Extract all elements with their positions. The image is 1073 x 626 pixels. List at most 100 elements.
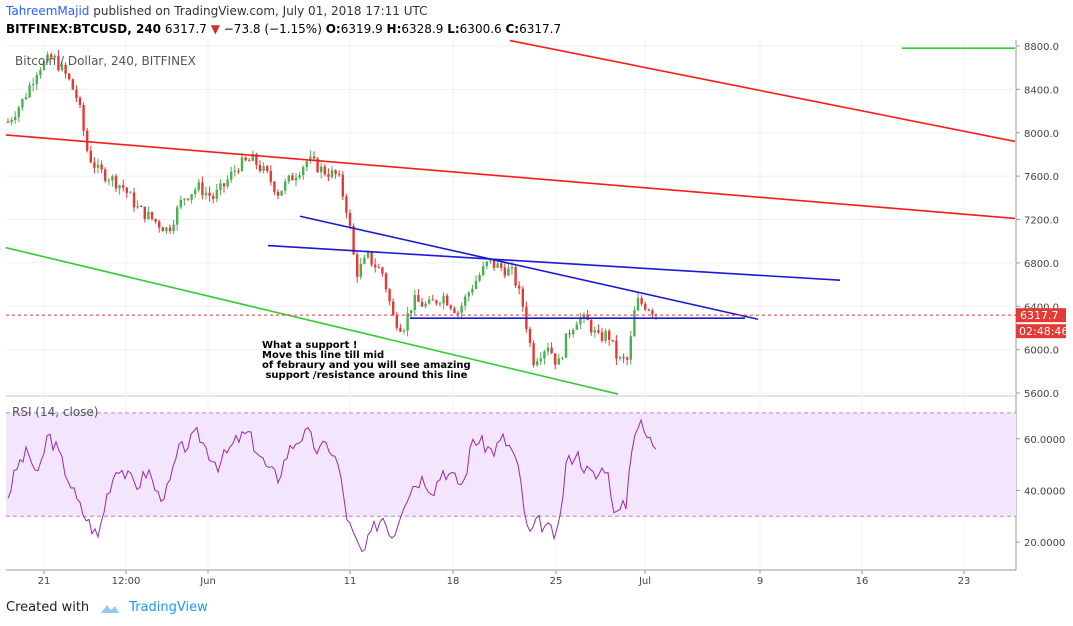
open-value: 6319.9 xyxy=(340,22,383,36)
candle-body xyxy=(244,157,247,161)
candle-body xyxy=(622,357,625,359)
candle-body xyxy=(6,121,10,123)
candle-body xyxy=(644,303,647,310)
candle-body xyxy=(78,97,82,106)
countdown: 02:48:46 xyxy=(1019,325,1068,338)
candle-body xyxy=(64,64,67,74)
candle-body xyxy=(215,189,218,199)
x-tick-label: Jun xyxy=(199,576,216,587)
candle-body xyxy=(96,164,100,168)
candle-body xyxy=(471,288,474,293)
candle-body xyxy=(132,192,136,208)
candle-body xyxy=(287,175,290,182)
candle-body xyxy=(528,328,532,344)
high-value: 6328.9 xyxy=(401,22,444,36)
publish-header: TahreemMajid published on TradingView.co… xyxy=(6,4,428,18)
candle-body xyxy=(572,329,575,335)
candle-body xyxy=(71,79,74,90)
candle-body xyxy=(381,267,384,274)
candle-body xyxy=(338,174,341,176)
rsi-tick-label: 60.0000 xyxy=(1024,435,1065,446)
candle-body xyxy=(550,347,553,354)
candle-body xyxy=(140,205,143,207)
price-tag-bg xyxy=(1016,308,1066,323)
last-price: 6317.7 xyxy=(164,22,207,36)
candle-body xyxy=(356,254,359,277)
candle-body xyxy=(212,195,215,199)
candle-body xyxy=(183,198,186,200)
candle-body xyxy=(302,167,305,176)
close-value: 6317.7 xyxy=(519,22,562,36)
candle-body xyxy=(482,266,485,276)
candle-body xyxy=(453,308,456,313)
candle-body xyxy=(399,327,402,332)
candle-body xyxy=(564,333,568,358)
y-tick-label: 5600.0 xyxy=(1024,389,1059,400)
candle-body xyxy=(100,164,103,170)
candle-body xyxy=(532,343,535,366)
candle-body xyxy=(388,289,391,302)
price-tag: 6317.7 xyxy=(1020,309,1059,322)
candle-body xyxy=(579,317,582,325)
candle-body xyxy=(575,324,578,330)
pane-title: Bitcoin / Dollar, 240, BITFINEX xyxy=(15,54,196,68)
price-pane xyxy=(6,40,1016,395)
candle-body xyxy=(32,83,35,86)
candle-body xyxy=(604,330,607,341)
annotation-line: of febraury and you will see amazing xyxy=(262,360,471,371)
candle-body xyxy=(312,156,316,159)
candle-body xyxy=(503,267,506,276)
candle-body xyxy=(125,187,128,193)
candle-body xyxy=(150,211,154,219)
y-tick-label: 7200.0 xyxy=(1024,216,1059,227)
annotation: What a support ! Move this line till mid… xyxy=(262,340,471,381)
countdown-bg xyxy=(1016,324,1066,339)
x-tick-label: Jul xyxy=(638,576,651,587)
candle-body xyxy=(510,267,514,269)
candle-body xyxy=(21,99,24,108)
candle-body xyxy=(435,300,438,304)
symbol: BITFINEX:BTCUSD, 240 xyxy=(6,22,162,36)
y-tick-label: 8000.0 xyxy=(1024,129,1059,140)
candle-body xyxy=(237,170,240,172)
trendline-red xyxy=(5,134,1016,220)
tradingview-link[interactable]: TradingView xyxy=(129,600,208,615)
rsi-band-fill xyxy=(6,412,1016,517)
footer: Created with TradingView xyxy=(6,600,208,615)
rsi-band xyxy=(6,412,1016,517)
candle-body xyxy=(89,150,92,163)
rsi-axis: 60.0000 40.0000 20.0000 xyxy=(1016,435,1065,549)
candle-body xyxy=(276,191,280,196)
trendline-green xyxy=(5,246,619,395)
candle-body xyxy=(219,183,222,190)
high-label: H: xyxy=(386,22,402,36)
candle-body xyxy=(273,181,276,192)
author-link[interactable]: TahreemMajid xyxy=(6,4,90,18)
candle-body xyxy=(417,295,420,302)
x-tick-label: 9 xyxy=(757,576,763,587)
candle-body xyxy=(143,206,146,220)
candle-body xyxy=(136,205,139,208)
candle-body xyxy=(492,260,496,268)
candle-body xyxy=(204,192,208,196)
candle-body xyxy=(68,73,71,80)
price-axis: 8800.0 8400.0 8000.0 7600.0 7200.0 6800.0 6400… xyxy=(1016,42,1059,400)
candle-body xyxy=(424,303,427,307)
candle-body xyxy=(467,292,470,297)
candle-body xyxy=(428,299,431,304)
candle-body xyxy=(489,260,492,262)
candle-body xyxy=(615,340,618,359)
candle-body xyxy=(539,358,542,362)
symbol-header: BITFINEX:BTCUSD, 240 6317.7 ▼ −73.8 (−1.… xyxy=(6,22,561,36)
annotation-line: support /resistance around this line xyxy=(262,370,468,381)
candle-body xyxy=(28,85,31,98)
candle-body xyxy=(330,170,334,178)
candle-body xyxy=(485,261,488,267)
rsi-title: RSI (14, close) xyxy=(12,405,98,419)
candle-body xyxy=(233,170,236,172)
candle-body xyxy=(53,55,56,58)
candle-body xyxy=(262,166,265,171)
candle-body xyxy=(374,264,377,268)
candle-body xyxy=(557,358,560,365)
x-tick-label: 25 xyxy=(550,576,563,587)
